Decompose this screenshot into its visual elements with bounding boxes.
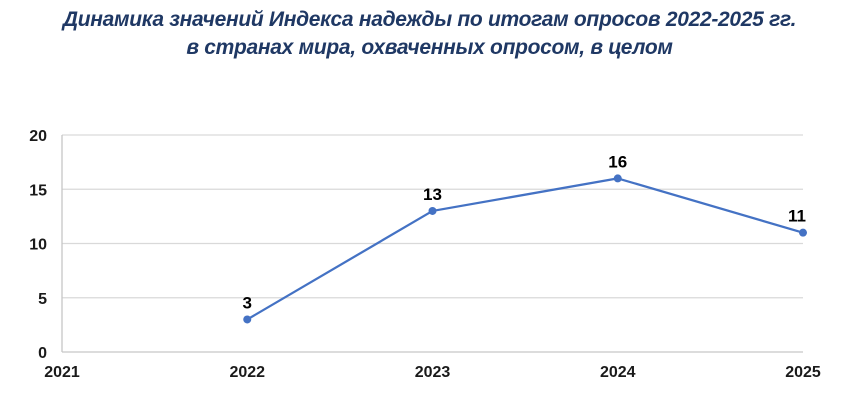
series-line xyxy=(246,177,805,321)
data-point-marker xyxy=(428,206,437,215)
y-tick-label: 5 xyxy=(38,291,47,308)
data-point-marker xyxy=(613,174,622,183)
x-tick-label: 2021 xyxy=(44,364,80,381)
x-tick-label: 2025 xyxy=(785,364,821,381)
y-tick-label: 15 xyxy=(29,182,47,199)
chart-title-line1: Динамика значений Индекса надежды по ито… xyxy=(62,8,797,31)
x-tick-label: 2024 xyxy=(600,364,636,381)
data-point-label: 3 xyxy=(243,293,252,312)
data-point-marker xyxy=(243,315,252,324)
data-point-label: 11 xyxy=(788,207,806,226)
data-point-label: 13 xyxy=(423,185,442,204)
y-tick-label: 0 xyxy=(38,345,47,362)
y-tick-label: 10 xyxy=(29,237,47,254)
y-tick-label: 20 xyxy=(29,128,47,145)
chart-title: Динамика значений Индекса надежды по ито… xyxy=(0,6,859,62)
chart-title-line2: в странах мира, охваченных опросом, в це… xyxy=(186,36,673,59)
data-point-label: 16 xyxy=(608,152,627,171)
x-tick-label: 2023 xyxy=(415,364,451,381)
x-tick-label: 2022 xyxy=(229,364,265,381)
data-point-marker xyxy=(799,228,807,237)
